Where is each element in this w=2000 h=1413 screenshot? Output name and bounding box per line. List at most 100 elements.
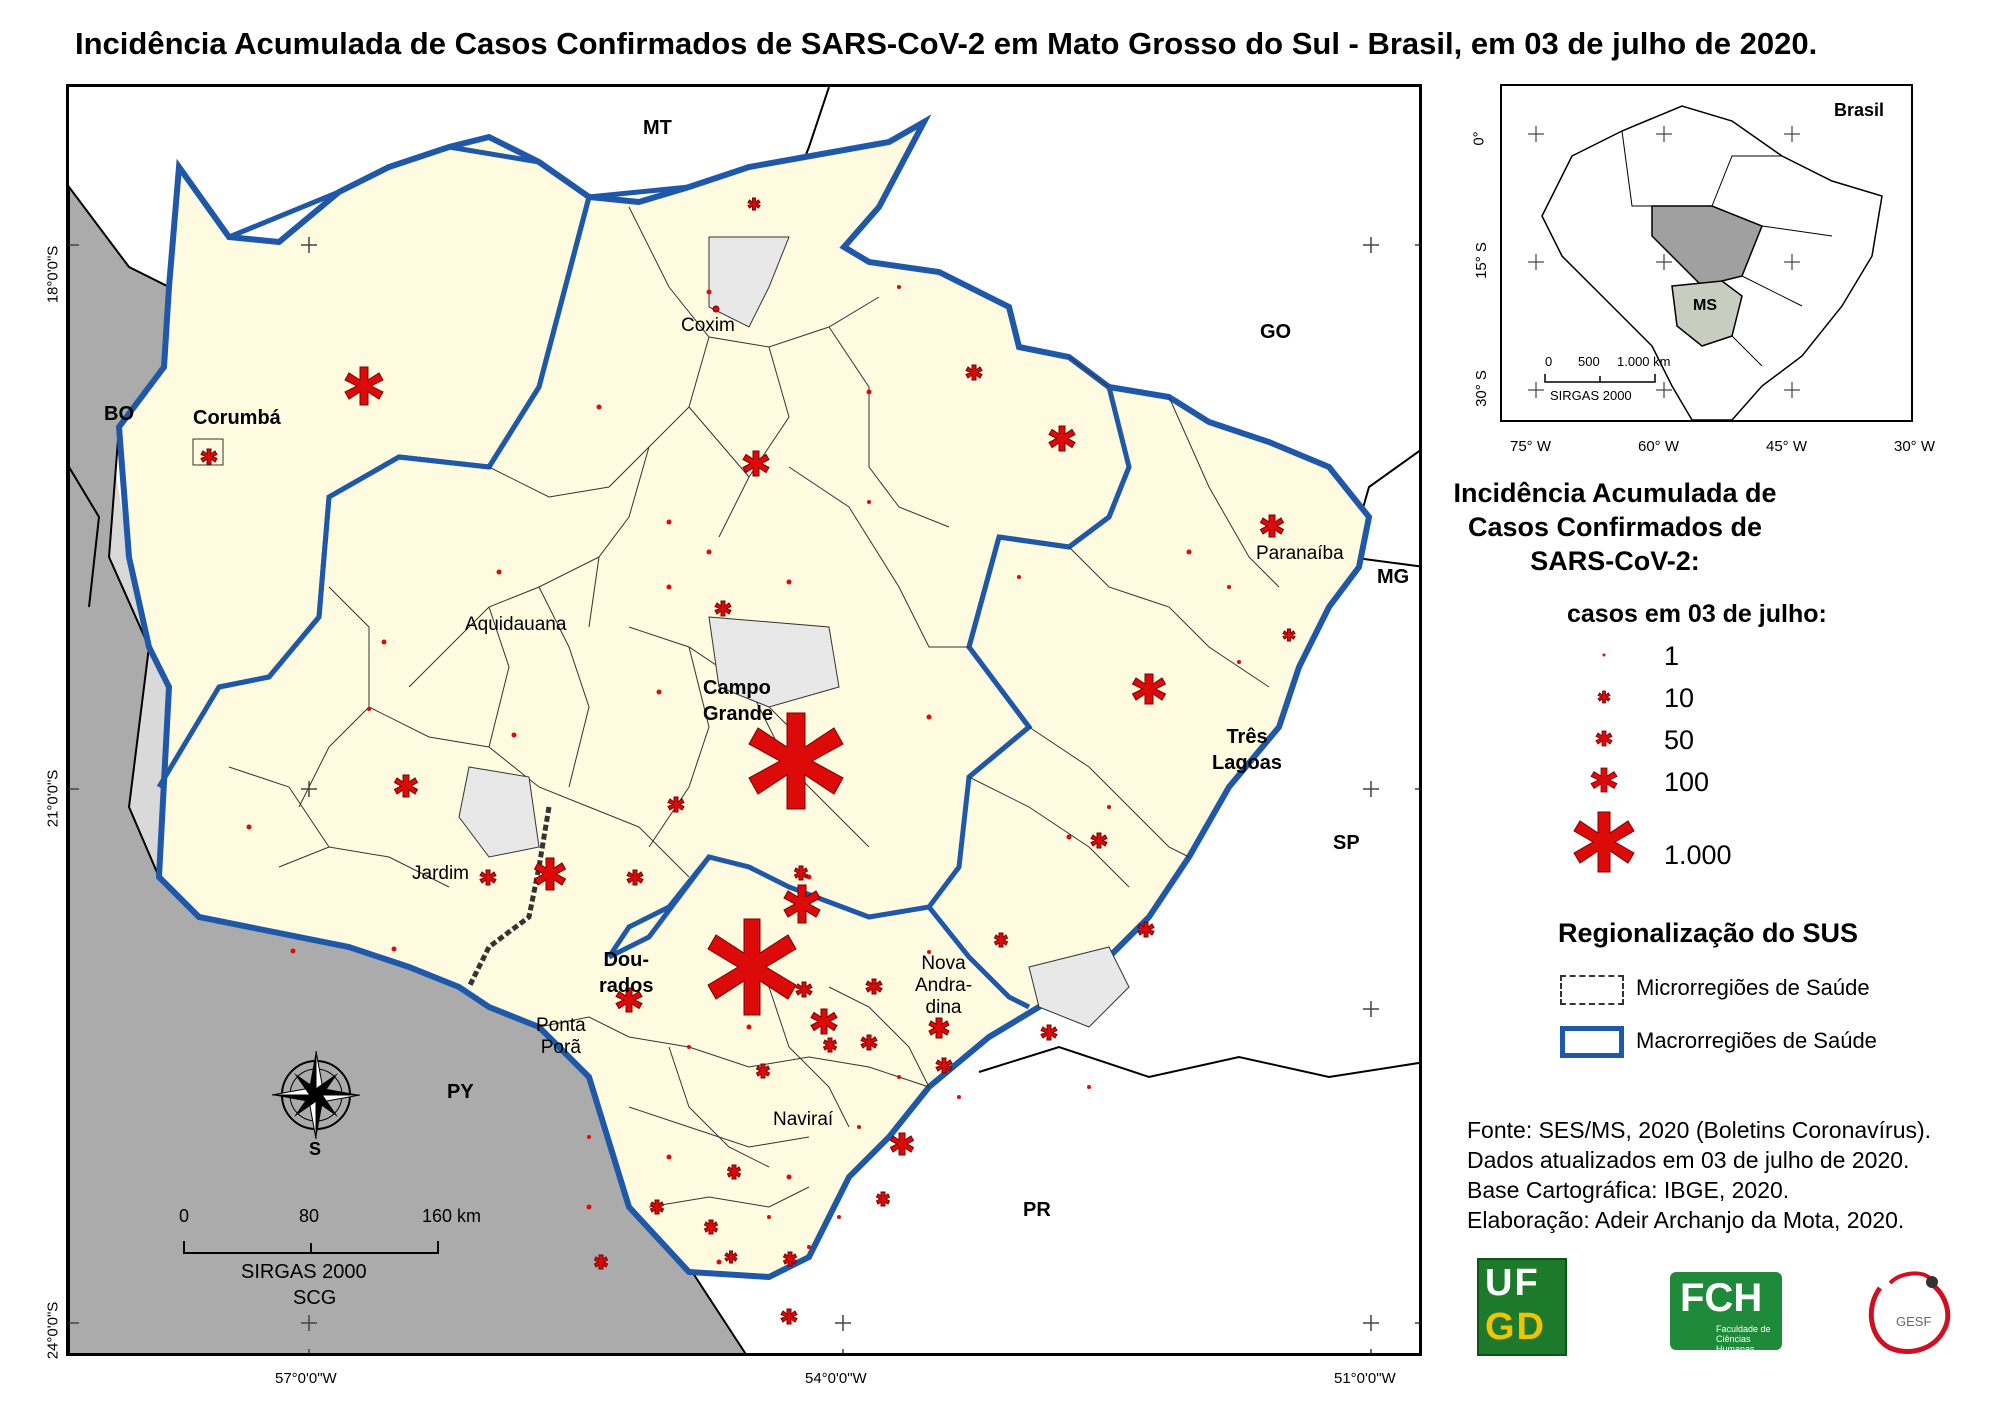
symbol-50 (755, 1063, 771, 1079)
city-corumba: Corumbá (193, 407, 281, 429)
inset-scale-bar (1544, 374, 1656, 383)
lat-label-24: 24°0'0"S (44, 1301, 62, 1360)
macro-border-dourados (606, 855, 1031, 1010)
symbol-50 (865, 978, 883, 995)
legend-label-1: 1 (1664, 641, 1680, 671)
scale-crs: SIRGAS 2000 (241, 1261, 367, 1283)
gesf-logo: GESF (1868, 1271, 1951, 1354)
symbol-50 (860, 1034, 878, 1051)
inset-lon-60: 60° W (1638, 438, 1680, 455)
city-aquidauana: Aquidauana (465, 614, 567, 635)
scale-tick-0: 0 (179, 1206, 190, 1226)
no-data-area-4 (1028, 946, 1130, 1028)
label-py: PY (447, 1081, 474, 1103)
symbol-50 (714, 600, 732, 617)
ufgd-logo: UF GD (1477, 1258, 1567, 1356)
inset-scale-1000: 1.000 km (1617, 354, 1671, 369)
symbol-50 (795, 981, 813, 998)
main-map-svg (69, 87, 1419, 1353)
credit-cartography: Base Cartográfica: IBGE, 2020. (1467, 1177, 1790, 1203)
no-data-area-3 (458, 766, 540, 858)
symbol-50 (993, 932, 1009, 948)
inset-scale-500: 500 (1578, 354, 1600, 369)
symbol-100 (889, 1132, 915, 1156)
city-nova-andradina: Nova Andra- dina (915, 953, 973, 1018)
svg-text:GESF: GESF (1896, 1314, 1931, 1329)
symbol-50 (875, 1191, 891, 1207)
symbol-50 (703, 1219, 719, 1235)
legend-subtitle: casos em 03 de julho: (1567, 600, 1827, 628)
lon-label-57: 57°0'0"W (275, 1370, 337, 1387)
inset-lat-30: 30° S (1472, 370, 1490, 407)
legend-label-100: 100 (1664, 767, 1710, 797)
symbol-1000-dourados (707, 918, 797, 1016)
label-go: GO (1260, 321, 1292, 343)
city-paranaiba: Paranaíba (1256, 543, 1344, 564)
legend-symbols (1573, 653, 1635, 873)
symbol-100 (810, 1008, 838, 1035)
inset-lon-75: 75° W (1510, 438, 1552, 455)
inset-map-svg (1528, 105, 1883, 421)
macro-region-label: Macrorregiões de Saúde (1636, 1028, 1877, 1053)
city-ponta-pora: Ponta Porã (536, 1015, 586, 1058)
no-data-area-2 (708, 616, 840, 708)
legend-label-1000: 1.000 (1664, 840, 1732, 870)
symbol-100 (533, 857, 567, 891)
symbol-100 (1048, 425, 1076, 452)
symbol-50 (793, 865, 809, 881)
symbol-50 (822, 1037, 838, 1053)
city-jardim: Jardim (412, 863, 470, 884)
compass-south-label: S (309, 1139, 322, 1159)
credit-source: Fonte: SES/MS, 2020 (Boletins Coronavíru… (1467, 1117, 1932, 1143)
no-data-area (708, 236, 790, 328)
inset-lon-30: 30° W (1894, 438, 1936, 455)
symbol-50 (935, 1057, 953, 1074)
lat-label-18: 18°0'0"S (44, 245, 62, 304)
scale-bar (183, 1241, 439, 1254)
symbol-50 (626, 869, 644, 886)
symbol-100 (783, 884, 821, 924)
city-campo-grande: Campo Grande (703, 677, 774, 725)
symbol-100 (615, 987, 643, 1013)
symbol-50 (726, 1164, 742, 1180)
inset-lon-45: 45° W (1766, 438, 1808, 455)
city-tres-lagoas: Três Lagoas (1212, 726, 1283, 774)
symbol-50 (780, 1308, 798, 1325)
symbol-10 (724, 1250, 738, 1264)
inset-ms-label: MS (1693, 297, 1717, 314)
symbol-50 (593, 1254, 609, 1270)
legend-title: Incidência Acumulada de Casos Confirmado… (1453, 478, 1777, 576)
inset-lat-15: 15° S (1472, 242, 1490, 279)
symbol-1000-campo-grande (748, 712, 844, 810)
symbol-100 (1259, 514, 1285, 538)
map-title: Incidência Acumulada de Casos Confirmado… (75, 26, 1818, 61)
inset-scale-0: 0 (1545, 354, 1553, 369)
city-navirai: Naviraí (773, 1109, 834, 1130)
city-dourados: Dou- rados (599, 949, 654, 997)
symbol-50 (782, 1251, 798, 1267)
regionalization-title: Regionalização do SUS (1558, 918, 1859, 948)
symbol-100 (742, 450, 770, 477)
inset-brasil-label: Brasil (1834, 100, 1885, 120)
case-symbols (200, 197, 1296, 1325)
legend-label-10: 10 (1664, 683, 1695, 713)
label-bo: BO (104, 403, 134, 425)
symbol-50 (965, 364, 983, 381)
symbol-10 (1282, 628, 1296, 642)
inset-scale-crs: SIRGAS 2000 (1550, 388, 1632, 403)
symbol-50 (747, 197, 761, 211)
main-map: MT GO MG SP PR BO PY Corumbá Coxim Aquid… (66, 84, 1422, 1356)
symbol-50 (1137, 921, 1155, 938)
label-sp: SP (1333, 832, 1360, 854)
label-mg: MG (1377, 566, 1410, 588)
label-pr: PR (1023, 1199, 1051, 1221)
macro-border-tres-lagoas (966, 384, 1170, 779)
legend-label-50: 50 (1664, 725, 1695, 755)
symbol-10 (712, 305, 720, 313)
lat-label-21: 21°0'0"S (44, 769, 62, 828)
symbol-100 (344, 366, 384, 406)
symbol-10 (479, 869, 497, 886)
scale-tick-80: 80 (299, 1206, 320, 1226)
lon-label-51: 51°0'0"W (1334, 1370, 1396, 1387)
scale-proj: SCG (293, 1287, 337, 1309)
